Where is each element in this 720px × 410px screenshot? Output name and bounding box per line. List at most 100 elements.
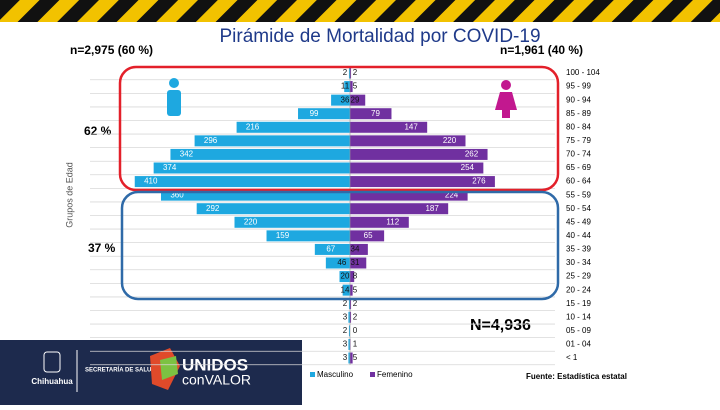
value-label: 2: [353, 68, 358, 77]
upper-share: 62 %: [84, 124, 112, 138]
bar: [350, 203, 449, 215]
right-total: n=1,961 (40 %): [500, 43, 583, 57]
bar: [348, 352, 350, 364]
bar: [170, 148, 350, 160]
category-label: 40 - 44: [566, 231, 591, 240]
bar: [350, 94, 366, 106]
category-label: 15 - 19: [566, 299, 591, 308]
bar: [350, 284, 353, 296]
bar: [348, 311, 350, 323]
value-label: 374: [163, 163, 177, 172]
bar: [344, 81, 350, 93]
value-label: 342: [180, 150, 194, 159]
value-label: 2: [343, 326, 348, 335]
category-label: 85 - 89: [566, 109, 591, 118]
bar: [350, 298, 352, 310]
category-label: 45 - 49: [566, 217, 591, 226]
value-label: 5: [353, 82, 358, 91]
value-label: 410: [144, 177, 158, 186]
lower-share: 37 %: [88, 241, 116, 255]
lower-group-box: [120, 190, 560, 301]
female-icon: [495, 80, 517, 118]
value-label: 0: [353, 326, 358, 335]
category-label: 50 - 54: [566, 204, 591, 213]
bar: [331, 94, 350, 106]
value-label: 99: [310, 109, 319, 118]
source: Fuente: Estadística estatal: [526, 372, 627, 381]
footer-state: Chihuahua: [31, 377, 73, 386]
bar: [348, 298, 350, 310]
legend-label: Femenino: [377, 370, 413, 379]
bar: [350, 67, 352, 79]
bar: [348, 338, 350, 350]
value-label: 3: [343, 353, 348, 362]
category-label: 95 - 99: [566, 82, 591, 91]
bar: [350, 230, 385, 242]
category-label: 35 - 39: [566, 245, 591, 254]
category-label: 55 - 59: [566, 190, 591, 199]
value-label: 2: [353, 299, 358, 308]
bar: [350, 271, 355, 283]
bar: [350, 243, 368, 255]
bar: [325, 257, 350, 269]
value-label: 276: [472, 177, 486, 186]
value-label: 254: [461, 163, 475, 172]
category-label: 25 - 29: [566, 272, 591, 281]
value-label: 292: [206, 204, 220, 213]
male-icon: [167, 78, 181, 116]
value-label: 224: [445, 190, 459, 199]
bar: [314, 243, 350, 255]
value-label: 36: [341, 95, 350, 104]
category-label: 80 - 84: [566, 122, 591, 131]
category-label: 90 - 94: [566, 95, 591, 104]
legend-swatch: [310, 372, 315, 377]
bar: [153, 162, 350, 174]
value-label: 67: [326, 245, 335, 254]
bar: [350, 108, 392, 120]
grand-total: N=4,936: [470, 317, 531, 334]
category-label: 20 - 24: [566, 285, 591, 294]
value-label: 5: [353, 285, 358, 294]
category-label: 65 - 69: [566, 163, 591, 172]
value-label: 2: [353, 312, 358, 321]
bar: [348, 325, 350, 337]
left-total: n=2,975 (60 %): [70, 43, 153, 57]
value-label: 14: [341, 285, 350, 294]
value-label: 46: [337, 258, 346, 267]
value-label: 20: [341, 272, 350, 281]
bar: [350, 189, 468, 201]
category-label: 30 - 34: [566, 258, 591, 267]
bar: [234, 216, 350, 228]
category-label: 05 - 09: [566, 326, 591, 335]
value-label: 29: [351, 95, 360, 104]
bar: [339, 271, 350, 283]
bar: [236, 121, 350, 133]
value-label: 296: [204, 136, 218, 145]
value-label: 11: [341, 82, 350, 91]
y-axis-label: Grupos de Edad: [64, 162, 74, 228]
bar: [350, 352, 353, 364]
bar: [350, 148, 488, 160]
value-label: 34: [351, 245, 360, 254]
bar: [161, 189, 350, 201]
value-label: 3: [343, 312, 348, 321]
map-logo: [160, 356, 178, 380]
value-label: 147: [404, 122, 418, 131]
legend-swatch: [370, 372, 375, 377]
category-label: < 1: [566, 353, 578, 362]
bar: [266, 230, 350, 242]
value-label: 262: [465, 150, 479, 159]
bar: [298, 108, 350, 120]
bar: [134, 176, 350, 188]
hazard-band: [0, 0, 720, 22]
category-label: 70 - 74: [566, 150, 591, 159]
bar: [350, 311, 352, 323]
value-label: 360: [170, 190, 184, 199]
footer-agency: SECRETARÍA DE SALUD: [85, 366, 156, 374]
value-label: 159: [276, 231, 290, 240]
bar: [350, 135, 466, 147]
value-label: 65: [364, 231, 373, 240]
slogan-bottom: conVALOR: [182, 372, 251, 388]
upper-group-box: [118, 65, 560, 192]
value-label: 5: [353, 353, 358, 362]
